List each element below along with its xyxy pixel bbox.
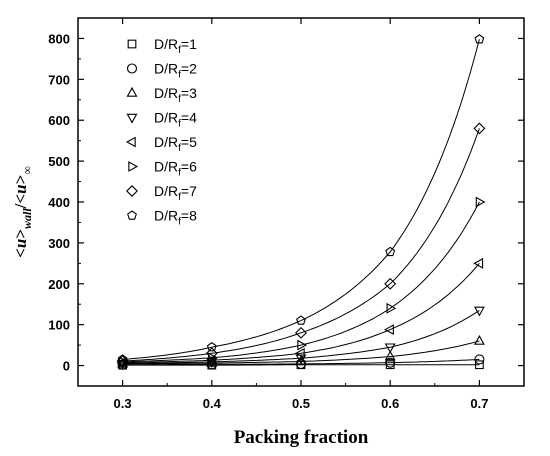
x-tick-label: 0.5 [292, 396, 310, 411]
y-tick-label: 200 [48, 277, 70, 292]
data-point-diamond [384, 277, 397, 290]
data-point-circle [474, 354, 485, 365]
y-tick-label: 500 [48, 154, 70, 169]
legend-label: D/Rf=1 [154, 36, 197, 56]
x-tick-label: 0.7 [470, 396, 488, 411]
legend-label: D/Rf=3 [154, 85, 197, 105]
y-axis-label: <u>wall/<u>∞ [11, 166, 34, 258]
y-tick-label: 800 [48, 31, 70, 46]
plot-frame [77, 17, 525, 387]
fit-curve [122, 340, 480, 365]
fit-curves [122, 39, 480, 366]
data-point-pentagon [474, 34, 485, 44]
fit-curve [122, 128, 480, 362]
data-point-triangle-down [473, 306, 485, 317]
data-point-circle [385, 357, 396, 368]
data-markers [116, 34, 486, 370]
data-point-pentagon [206, 341, 217, 352]
data-point-triangle-right [297, 339, 308, 351]
y-tick-label: 300 [48, 236, 70, 251]
data-point-triangle-down [295, 354, 307, 365]
legend-marker-triangle-left [125, 136, 136, 148]
data-point-diamond [473, 122, 486, 135]
data-point-pentagon [296, 315, 306, 325]
legend-label: D/Rf=7 [154, 183, 197, 203]
legend-marker-triangle-right [128, 161, 139, 172]
x-tick-label: 0.3 [114, 396, 132, 411]
legend-marker-square [127, 39, 137, 49]
legend-marker-triangle-down [126, 113, 138, 124]
x-axis-label: Packing fraction [234, 427, 369, 448]
x-tick-label: 0.4 [203, 396, 222, 411]
data-point-triangle-right [386, 302, 397, 314]
fit-curve [122, 201, 480, 363]
legend-label: D/Rf=4 [154, 110, 197, 130]
fit-curve [122, 309, 480, 364]
legend-label: D/Rf=6 [154, 159, 197, 179]
legend-marker-circle [126, 63, 138, 74]
data-point-pentagon [385, 246, 396, 257]
data-point-triangle-left [473, 257, 484, 269]
legend-marker-pentagon [127, 210, 137, 220]
data-point-pentagon [117, 354, 128, 364]
data-point-triangle-right [475, 196, 486, 208]
legend-label: D/Rf=5 [154, 134, 197, 154]
legend: D/Rf=1 D/Rf=2 D/Rf=3 D/Rf=4 D/Rf=5 D/Rf=6 D/Rf… [125, 36, 197, 228]
data-point-triangle-up [384, 350, 396, 361]
y-tick-label: 0 [63, 359, 70, 374]
data-point-triangle-down [384, 343, 396, 354]
axis-ticks: 0.3 0.4 0.5 0.6 0.7 0 100 200 300 400 500 600 700 800 [48, 18, 524, 411]
legend-marker-triangle-up [126, 86, 138, 97]
legend-label: D/Rf=2 [154, 61, 197, 81]
x-tick-label: 0.6 [381, 396, 399, 411]
legend-label: D/Rf=8 [154, 208, 197, 228]
data-point-diamond [205, 347, 218, 360]
y-tick-label: 600 [48, 113, 70, 128]
data-point-triangle-left [384, 324, 394, 336]
data-point-triangle-left [294, 347, 305, 359]
data-point-diamond [295, 326, 307, 339]
data-point-triangle-up [473, 334, 485, 345]
data-point-triangle-right [208, 352, 218, 364]
data-point-square [475, 360, 484, 370]
fit-curve [122, 39, 480, 360]
data-point-triangle-up [295, 355, 307, 366]
y-tick-label: 400 [48, 195, 70, 210]
y-tick-label: 700 [48, 72, 70, 87]
legend-marker-diamond [126, 185, 138, 197]
fit-curve [122, 262, 480, 364]
data-point-circle [206, 359, 217, 370]
y-tick-label: 100 [48, 318, 70, 333]
